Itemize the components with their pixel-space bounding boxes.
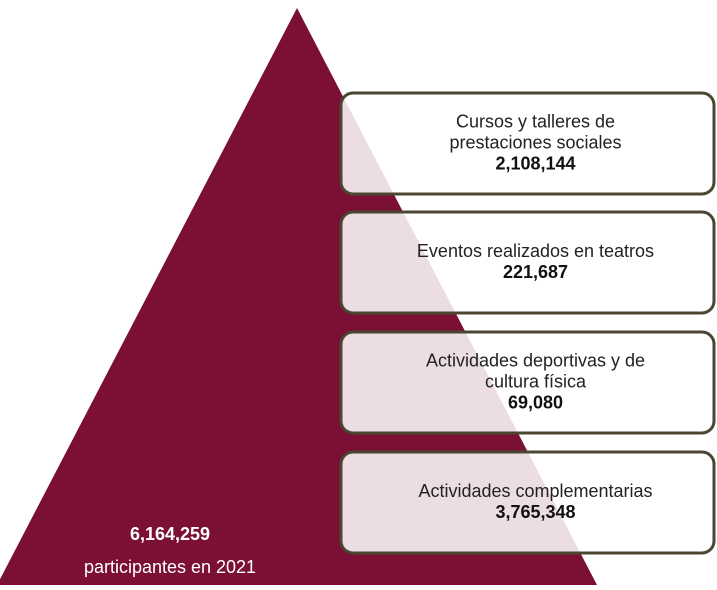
box-label: cultura física [485,371,587,391]
pyramid [0,8,597,585]
total-value: 6,164,259 [130,524,210,544]
info-box [339,210,716,315]
box-label: Actividades deportivas y de [426,350,645,370]
box-value: 3,765,348 [495,502,575,522]
box-value: 221,687 [503,262,568,282]
total-caption: participantes en 2021 [84,557,256,577]
box-value: 2,108,144 [495,153,575,173]
info-box [339,91,716,196]
box-label: Eventos realizados en teatros [417,241,654,261]
info-box [339,450,716,555]
box-label: Actividades complementarias [418,481,652,501]
box-value: 69,080 [508,392,563,412]
box-label: Cursos y talleres de [456,111,615,131]
box-label: prestaciones sociales [449,132,621,152]
info-box [339,330,716,435]
